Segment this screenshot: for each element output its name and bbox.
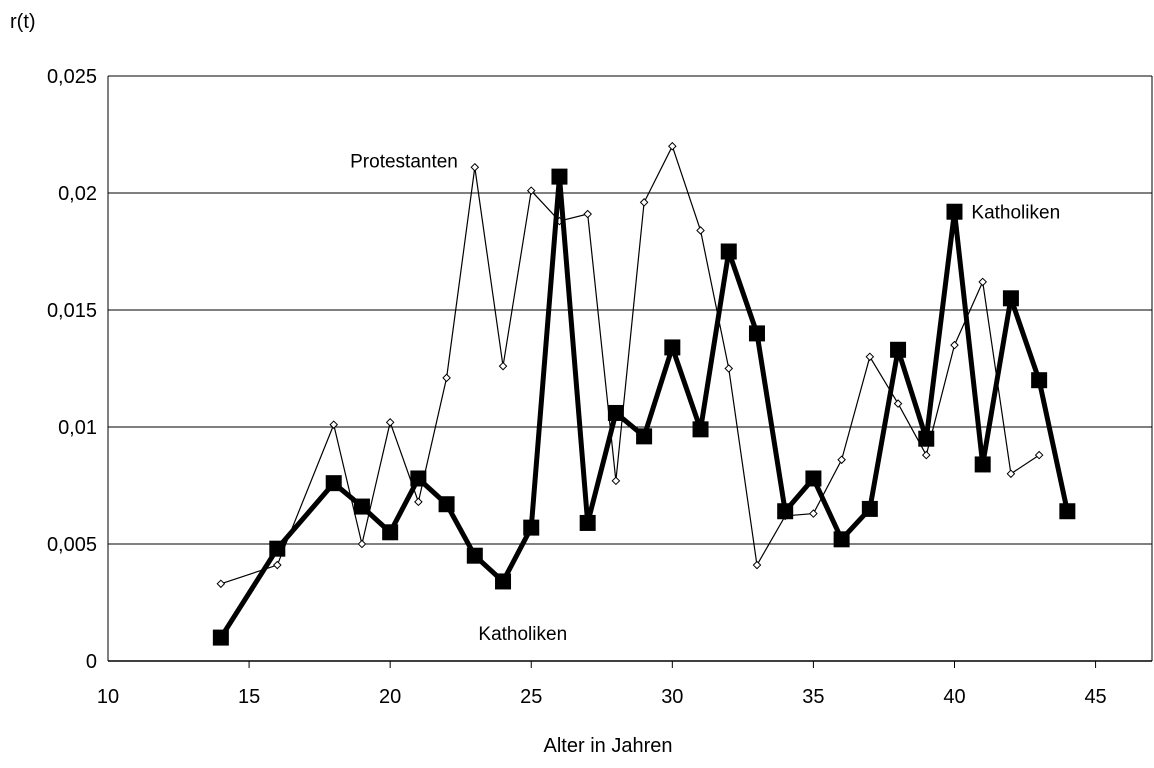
y-tick-label: 0,005 — [47, 534, 97, 556]
series-layer — [212, 141, 1076, 646]
x-tick-label: 25 — [520, 686, 542, 708]
point-protestanten — [272, 560, 282, 570]
point-protestanten — [442, 373, 451, 383]
x-tick-label: 40 — [943, 686, 965, 708]
x-tick-label: 15 — [238, 686, 260, 708]
point-katholiken — [579, 514, 596, 531]
plot-frame — [107, 75, 1153, 662]
point-protestanten — [809, 509, 818, 518]
point-protestanten — [385, 418, 395, 427]
series-katholiken — [212, 168, 1076, 646]
point-katholiken — [1031, 372, 1048, 389]
series-protestanten — [216, 141, 1044, 589]
point-protestanten — [724, 364, 734, 373]
point-protestanten — [583, 209, 592, 219]
point-katholiken — [325, 475, 342, 492]
point-katholiken — [495, 573, 512, 590]
point-katholiken — [382, 524, 399, 541]
x-tick-label: 45 — [1084, 686, 1106, 708]
point-katholiken — [692, 421, 709, 438]
point-katholiken — [410, 470, 427, 487]
point-protestanten — [837, 455, 846, 465]
point-katholiken — [523, 519, 540, 536]
point-katholiken — [748, 325, 765, 342]
point-protestanten — [950, 340, 959, 350]
point-protestanten — [639, 198, 649, 207]
point-katholiken — [466, 547, 483, 564]
point-protestanten — [893, 399, 903, 408]
annotation-label: Katholiken — [478, 624, 567, 645]
x-tick-label: 30 — [661, 686, 683, 708]
point-protestanten — [752, 560, 762, 570]
point-katholiken — [805, 470, 822, 487]
series-line-katholiken — [218, 176, 1070, 639]
point-katholiken — [833, 531, 850, 548]
x-tick-label: 35 — [802, 686, 824, 708]
x-tick-label: 10 — [97, 686, 119, 708]
point-protestanten — [865, 352, 875, 362]
point-katholiken — [890, 341, 907, 358]
point-katholiken — [212, 629, 229, 646]
y-tick-label: 0,02 — [58, 183, 97, 205]
point-katholiken — [1002, 290, 1019, 307]
point-protestanten — [216, 579, 226, 589]
point-katholiken — [946, 203, 963, 220]
point-protestanten — [470, 162, 480, 172]
point-katholiken — [438, 496, 455, 513]
point-protestanten — [1006, 469, 1016, 479]
y-tick-label: 0 — [86, 651, 97, 673]
annotations: Protestanten Katholiken Katholiken — [350, 151, 1060, 645]
series-line-protestanten — [220, 144, 1040, 585]
point-protestanten — [329, 420, 339, 429]
y-axis-title: r(t) — [10, 11, 36, 33]
point-protestanten — [668, 141, 677, 151]
point-katholiken — [551, 168, 568, 185]
point-katholiken — [861, 500, 878, 517]
point-katholiken — [269, 540, 286, 557]
annotation-label: Katholiken — [971, 203, 1060, 224]
point-katholiken — [353, 498, 370, 515]
point-protestanten — [498, 361, 508, 371]
point-protestanten — [696, 226, 705, 235]
point-katholiken — [777, 503, 794, 520]
point-protestanten — [357, 539, 367, 549]
point-katholiken — [918, 430, 935, 447]
point-protestanten — [526, 186, 536, 195]
point-protestanten — [921, 450, 931, 460]
tick-labels: 0 0,005 0,01 0,015 0,02 0,025 10 15 20 25 30 35 40 45 — [47, 66, 1107, 708]
y-tick-label: 0,015 — [47, 300, 97, 322]
point-protestanten — [414, 497, 423, 507]
annotation-label: Protestanten — [350, 151, 458, 172]
y-tick-label: 0,025 — [47, 66, 97, 88]
point-protestanten — [978, 277, 988, 287]
x-axis-title: Alter in Jahren — [544, 735, 673, 757]
point-katholiken — [607, 404, 624, 421]
y-tick-label: 0,01 — [58, 417, 97, 439]
point-protestanten — [1034, 450, 1044, 460]
point-katholiken — [664, 339, 681, 356]
point-katholiken — [720, 243, 737, 260]
point-katholiken — [636, 428, 653, 445]
gridlines — [108, 75, 1152, 545]
x-tick-label: 20 — [379, 686, 401, 708]
point-katholiken — [974, 456, 991, 473]
point-protestanten — [611, 476, 621, 486]
point-katholiken — [1059, 503, 1076, 520]
